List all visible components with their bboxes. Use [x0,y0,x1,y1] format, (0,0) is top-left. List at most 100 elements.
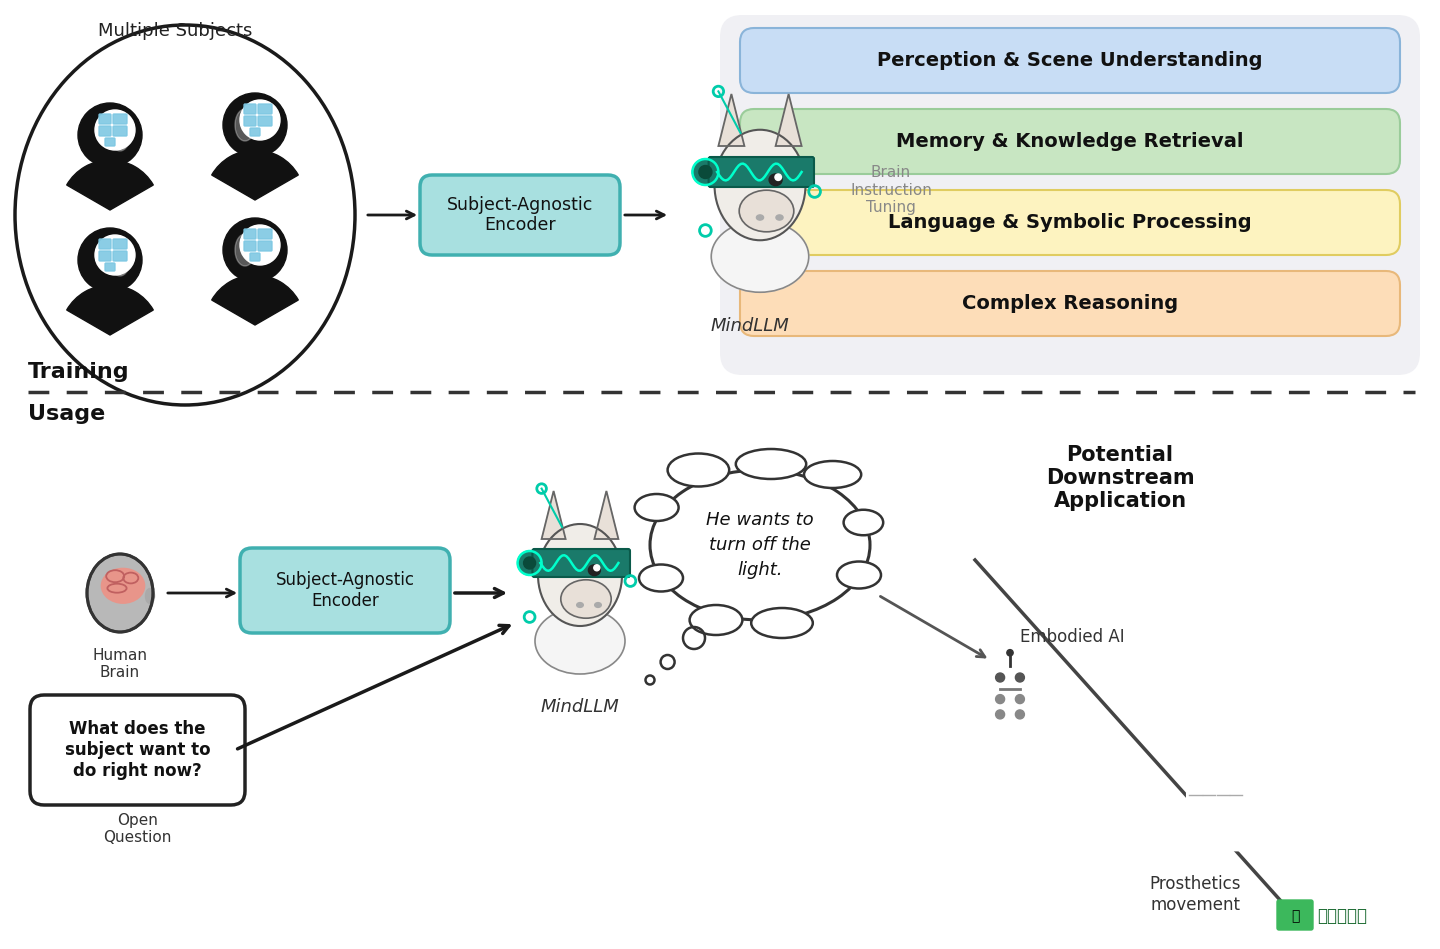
Circle shape [1015,673,1024,682]
Wedge shape [212,150,298,200]
Ellipse shape [844,510,883,535]
Ellipse shape [639,565,683,591]
FancyBboxPatch shape [258,104,272,114]
FancyBboxPatch shape [420,175,621,255]
Text: 🌿: 🌿 [1290,909,1299,923]
Circle shape [683,627,706,649]
FancyBboxPatch shape [258,229,272,239]
Circle shape [223,218,287,282]
Text: MindLLM: MindLLM [710,317,789,335]
FancyBboxPatch shape [251,128,261,136]
Ellipse shape [576,603,583,607]
Ellipse shape [769,174,782,186]
FancyBboxPatch shape [243,104,256,114]
Ellipse shape [86,554,153,632]
Text: Open
Question: Open Question [104,813,171,846]
FancyBboxPatch shape [740,28,1400,93]
FancyBboxPatch shape [99,126,111,136]
FancyBboxPatch shape [112,239,127,249]
Text: MindLLM: MindLLM [540,698,619,716]
Wedge shape [66,285,153,335]
Ellipse shape [589,565,600,576]
Ellipse shape [668,454,729,487]
FancyBboxPatch shape [243,229,256,239]
Circle shape [1015,710,1024,719]
Bar [101,167,120,182]
Circle shape [995,710,1005,719]
FancyBboxPatch shape [105,263,115,271]
Bar [246,157,264,172]
Circle shape [995,673,1005,682]
Text: Language & Symbolic Processing: Language & Symbolic Processing [888,213,1251,232]
Text: Training: Training [27,362,130,382]
Ellipse shape [109,244,130,276]
Circle shape [645,676,655,684]
Text: 星点手游网: 星点手游网 [1318,907,1367,925]
FancyBboxPatch shape [1240,807,1254,838]
Circle shape [240,225,279,265]
FancyBboxPatch shape [1277,900,1313,930]
FancyBboxPatch shape [112,114,127,124]
Circle shape [1007,650,1014,656]
Circle shape [1015,695,1024,703]
FancyBboxPatch shape [740,190,1400,255]
FancyBboxPatch shape [105,138,115,146]
FancyBboxPatch shape [1214,772,1231,809]
Ellipse shape [145,588,154,604]
Polygon shape [595,491,618,539]
Wedge shape [66,160,153,210]
Circle shape [593,565,600,570]
Ellipse shape [837,562,881,588]
Circle shape [698,165,711,178]
Text: Perception & Scene Understanding: Perception & Scene Understanding [877,51,1263,70]
Ellipse shape [776,214,783,220]
FancyBboxPatch shape [99,251,111,261]
FancyBboxPatch shape [708,157,814,187]
FancyBboxPatch shape [112,126,127,136]
Ellipse shape [714,130,805,240]
Circle shape [775,174,782,180]
Ellipse shape [539,524,622,626]
Circle shape [524,557,536,569]
Ellipse shape [536,608,625,674]
FancyBboxPatch shape [258,241,272,251]
Ellipse shape [739,190,793,232]
FancyBboxPatch shape [99,239,111,249]
FancyBboxPatch shape [982,690,1038,733]
Text: Complex Reasoning: Complex Reasoning [962,294,1178,313]
FancyBboxPatch shape [1187,772,1204,809]
Wedge shape [212,275,298,325]
Text: Potential
Downstream
Application: Potential Downstream Application [1045,445,1194,512]
Bar [101,292,120,307]
Ellipse shape [711,221,809,292]
Ellipse shape [101,568,144,604]
Ellipse shape [235,109,255,141]
FancyBboxPatch shape [112,251,127,261]
Ellipse shape [649,470,870,620]
Ellipse shape [690,605,743,635]
Circle shape [517,551,541,575]
Polygon shape [719,94,744,146]
Text: Subject-Agnostic
Encoder: Subject-Agnostic Encoder [446,195,593,234]
Circle shape [223,93,287,157]
Text: Subject-Agnostic
Encoder: Subject-Agnostic Encoder [275,571,415,610]
FancyBboxPatch shape [251,253,261,261]
FancyBboxPatch shape [99,114,111,124]
Text: Usage: Usage [27,404,105,424]
Ellipse shape [752,608,812,638]
Text: What does the
subject want to
do right now?: What does the subject want to do right n… [65,720,210,780]
FancyBboxPatch shape [258,116,272,126]
FancyBboxPatch shape [243,116,256,126]
FancyBboxPatch shape [1227,772,1244,809]
FancyBboxPatch shape [740,271,1400,336]
Text: Memory & Knowledge Retrieval: Memory & Knowledge Retrieval [896,132,1244,151]
Circle shape [78,103,143,167]
Bar [246,282,264,297]
Circle shape [995,695,1005,703]
Ellipse shape [109,119,130,151]
Ellipse shape [804,461,861,488]
Text: Prosthetics
movement: Prosthetics movement [1149,875,1241,914]
Text: Multiple Subjects: Multiple Subjects [98,22,252,40]
Polygon shape [776,94,802,146]
Circle shape [240,100,279,140]
